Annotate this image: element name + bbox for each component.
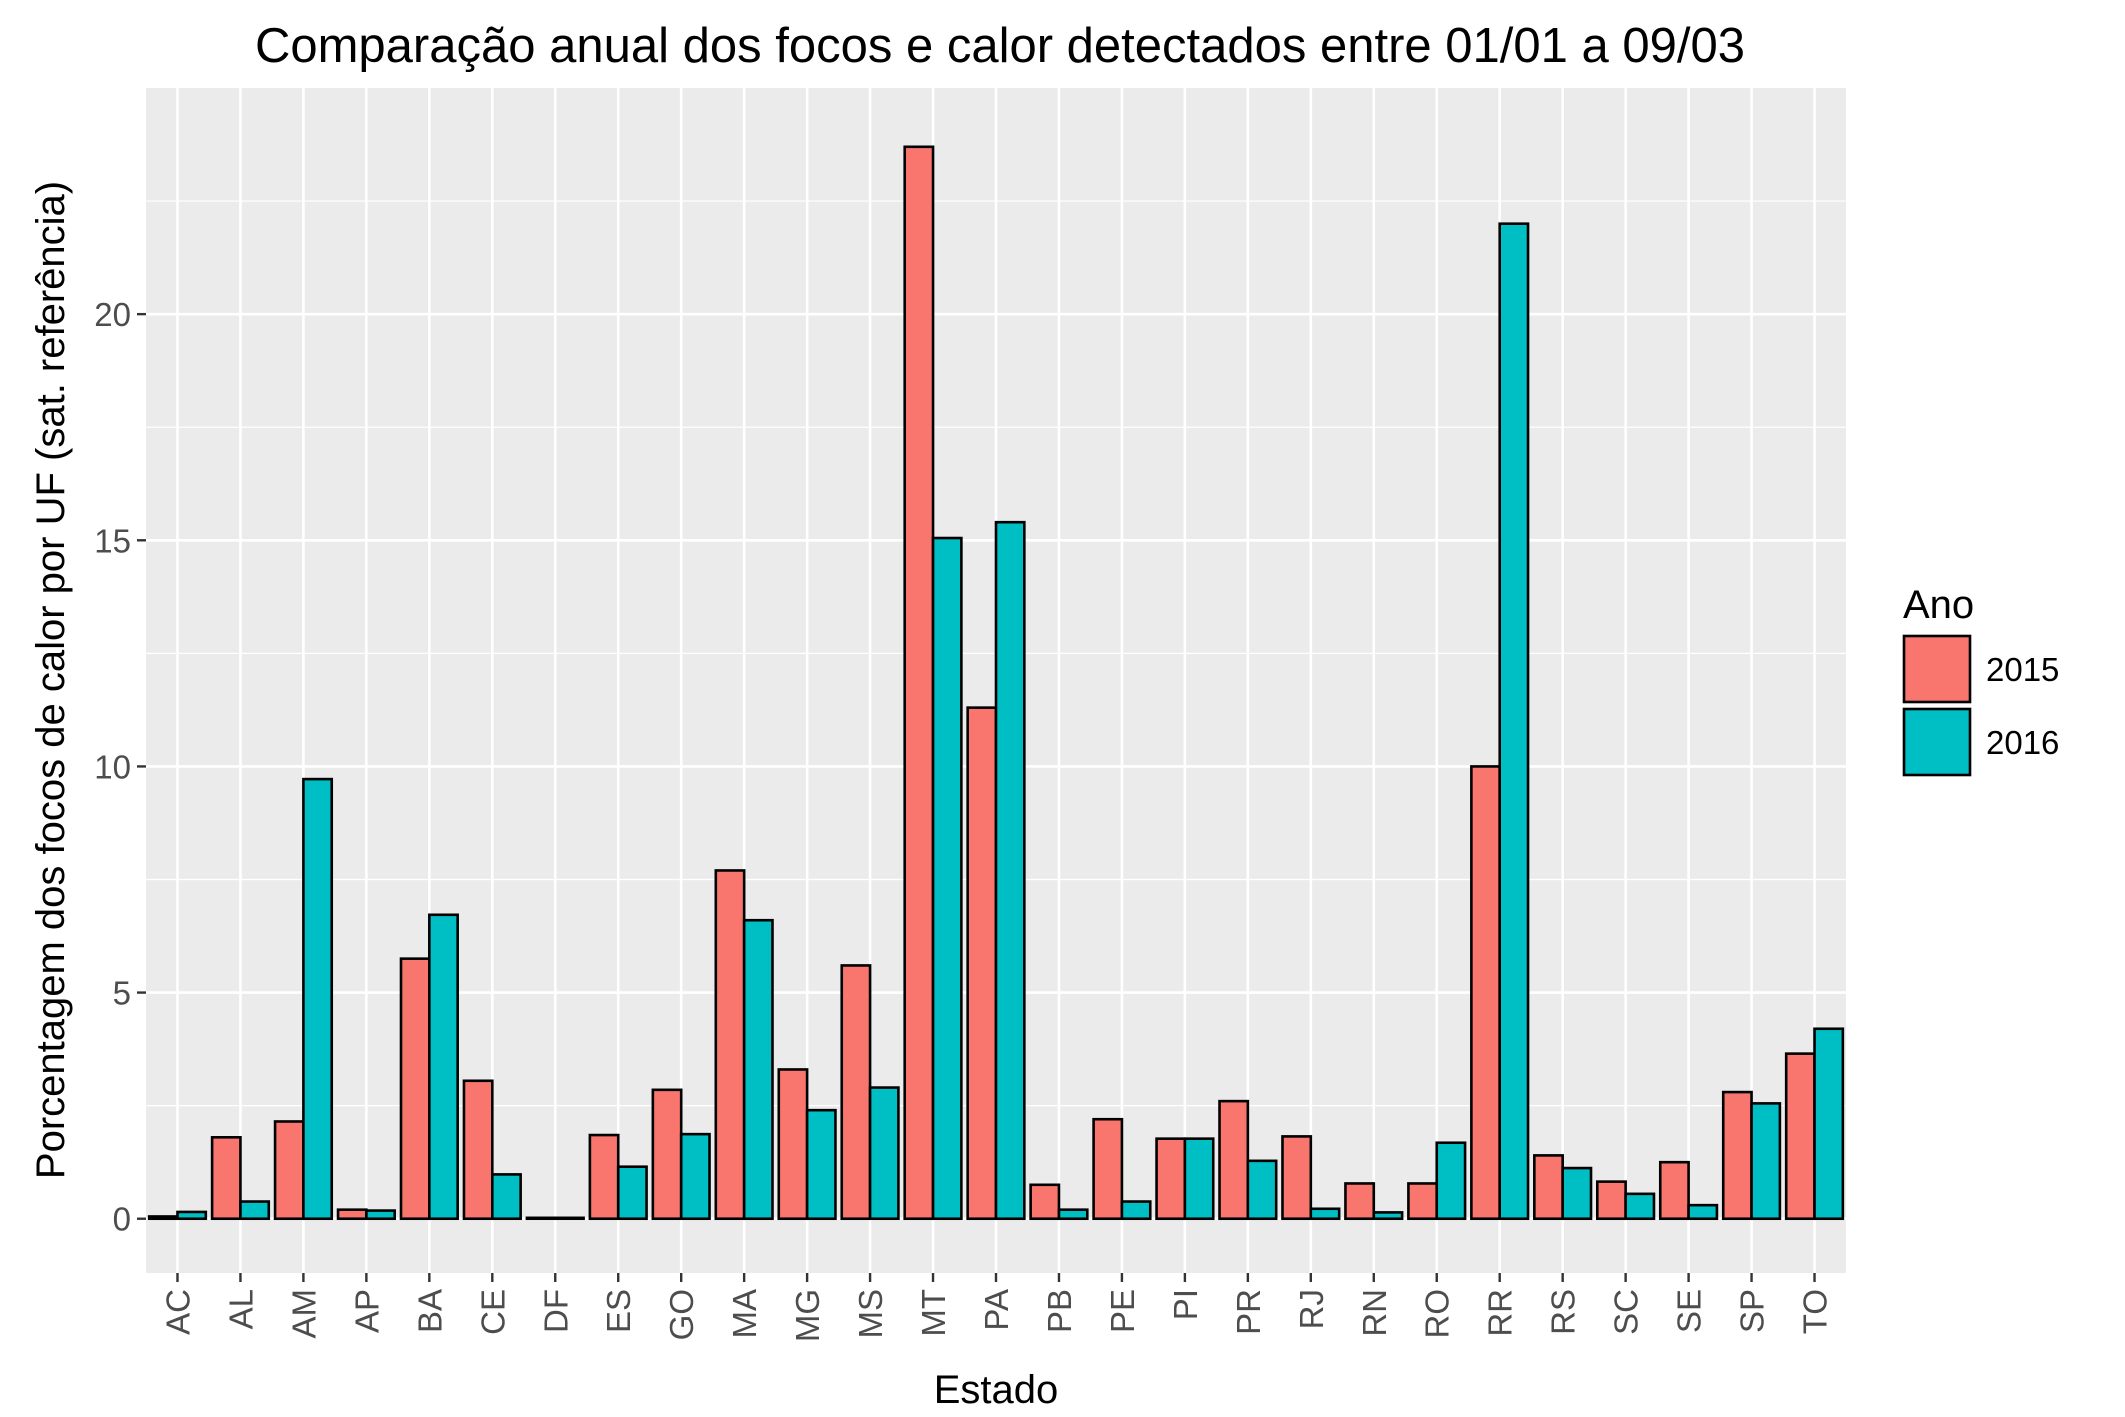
y-tick-label: 5: [113, 975, 131, 1012]
y-axis: 0 5 10 15 20: [94, 296, 146, 1238]
bar-MT-2015: [903, 145, 935, 1221]
x-tick-label: TO: [1797, 1289, 1834, 1334]
x-tick-label: SE: [1671, 1289, 1708, 1333]
chart-title: Comparação anual dos focos e calor detec…: [255, 19, 1745, 73]
x-tick-label: BA: [411, 1289, 448, 1333]
bar-RS-2015: [1533, 1154, 1564, 1221]
bar-MG-2016: [805, 1108, 837, 1221]
x-tick-label: RO: [1419, 1289, 1456, 1339]
bar-AL-2016: [239, 1200, 271, 1221]
bar-PI-2015: [1155, 1137, 1187, 1221]
bar-ES-2015: [588, 1133, 620, 1221]
bar-RS-2016: [1561, 1166, 1593, 1221]
bar-BA-2016: [428, 913, 459, 1221]
bar-MA-2015: [714, 869, 746, 1221]
bar-PA-2016: [994, 520, 1026, 1221]
x-tick-label: ES: [600, 1289, 637, 1333]
x-tick-label: AM: [285, 1289, 322, 1339]
bar-MT-2016: [931, 536, 963, 1221]
x-tick-label: MA: [726, 1289, 763, 1339]
y-tick-label: 0: [113, 1201, 131, 1238]
bar-PE-2015: [1092, 1117, 1124, 1221]
bar-BA-2015: [399, 957, 431, 1221]
x-tick-label: MT: [915, 1289, 952, 1337]
bar-PB-2015: [1029, 1183, 1061, 1221]
y-tick-label: 10: [94, 748, 131, 785]
bar-AM-2016: [302, 777, 334, 1221]
bar-RN-2016: [1372, 1211, 1404, 1221]
legend-key-2016: [1902, 707, 1972, 777]
bar-AP-2015: [336, 1208, 368, 1221]
x-tick-label: PE: [1104, 1289, 1141, 1333]
bar-GO-2016: [679, 1132, 711, 1221]
bar-GO-2015: [651, 1088, 683, 1221]
x-tick-label: PB: [1041, 1289, 1078, 1333]
x-tick-label: RN: [1356, 1289, 1393, 1337]
x-tick-label: RS: [1545, 1289, 1582, 1335]
bar-PE-2016: [1120, 1200, 1152, 1221]
x-tick-label: GO: [663, 1289, 700, 1340]
legend-title: Ano: [1903, 583, 1974, 627]
bar-RO-2015: [1407, 1182, 1439, 1221]
bar-SE-2015: [1658, 1160, 1690, 1221]
x-tick-label: AC: [159, 1289, 196, 1335]
bar-TO-2015: [1784, 1052, 1816, 1221]
legend-label-2015: 2015: [1986, 651, 2059, 688]
x-tick-label: SP: [1734, 1289, 1771, 1333]
x-tick-label: RR: [1482, 1289, 1519, 1337]
y-axis-title: Porcentagem dos focos de calor por UF (s…: [29, 181, 73, 1179]
bar-SC-2016: [1624, 1192, 1656, 1221]
bar-RR-2015: [1470, 765, 1502, 1221]
bar-AC-2015: [147, 1215, 179, 1221]
x-tick-label: PA: [978, 1289, 1015, 1331]
bars: [147, 145, 1845, 1221]
y-tick-label: 20: [94, 296, 131, 333]
x-tick-label: MG: [789, 1289, 826, 1342]
x-tick-label: CE: [474, 1289, 511, 1335]
x-axis: AC AL AM AP BA CE DF ES GO MA MG MS MT PA PB PE PI PR RJ RN…: [159, 1273, 1834, 1342]
bar-AL-2015: [210, 1136, 242, 1221]
bar-RO-2016: [1435, 1141, 1467, 1221]
bar-PR-2016: [1246, 1159, 1278, 1221]
bar-ES-2016: [616, 1165, 648, 1221]
bar-AC-2016: [176, 1210, 208, 1221]
x-tick-label: AP: [348, 1289, 385, 1333]
bar-CE-2016: [490, 1173, 522, 1221]
legend-key-2015: [1902, 634, 1972, 704]
x-tick-label: MS: [852, 1289, 889, 1339]
bar-DF-2016: [553, 1216, 585, 1221]
bar-SP-2015: [1721, 1090, 1753, 1221]
bar-PR-2015: [1218, 1099, 1250, 1221]
bar-AP-2016: [365, 1209, 397, 1221]
bar-MG-2015: [777, 1068, 809, 1221]
bar-SC-2015: [1595, 1180, 1627, 1221]
x-tick-label: PR: [1230, 1289, 1267, 1335]
x-axis-title: Estado: [934, 1368, 1059, 1412]
bar-RN-2015: [1344, 1182, 1376, 1221]
bar-SP-2016: [1750, 1102, 1782, 1221]
bar-CE-2015: [462, 1079, 494, 1221]
bar-RJ-2015: [1281, 1135, 1313, 1221]
bar-MS-2015: [840, 964, 872, 1221]
x-tick-label: RJ: [1293, 1289, 1330, 1329]
bar-SE-2016: [1687, 1203, 1719, 1221]
legend: Ano 2015 2016: [1902, 583, 2059, 777]
legend-label-2016: 2016: [1986, 724, 2059, 761]
x-tick-label: SC: [1608, 1289, 1645, 1335]
bar-MA-2016: [742, 918, 774, 1221]
bar-MS-2016: [868, 1086, 900, 1221]
bar-TO-2016: [1813, 1027, 1845, 1221]
bar-AM-2015: [273, 1120, 305, 1221]
x-tick-label: AL: [222, 1289, 259, 1329]
x-tick-label: PI: [1167, 1289, 1204, 1320]
bar-RJ-2016: [1309, 1207, 1341, 1221]
bar-DF-2015: [525, 1216, 557, 1221]
bar-PB-2016: [1057, 1208, 1089, 1221]
bar-PA-2015: [966, 706, 998, 1221]
bar-PI-2016: [1183, 1137, 1215, 1221]
bar-RR-2016: [1498, 222, 1530, 1221]
x-tick-label: DF: [537, 1289, 574, 1333]
y-tick-label: 15: [94, 522, 131, 559]
